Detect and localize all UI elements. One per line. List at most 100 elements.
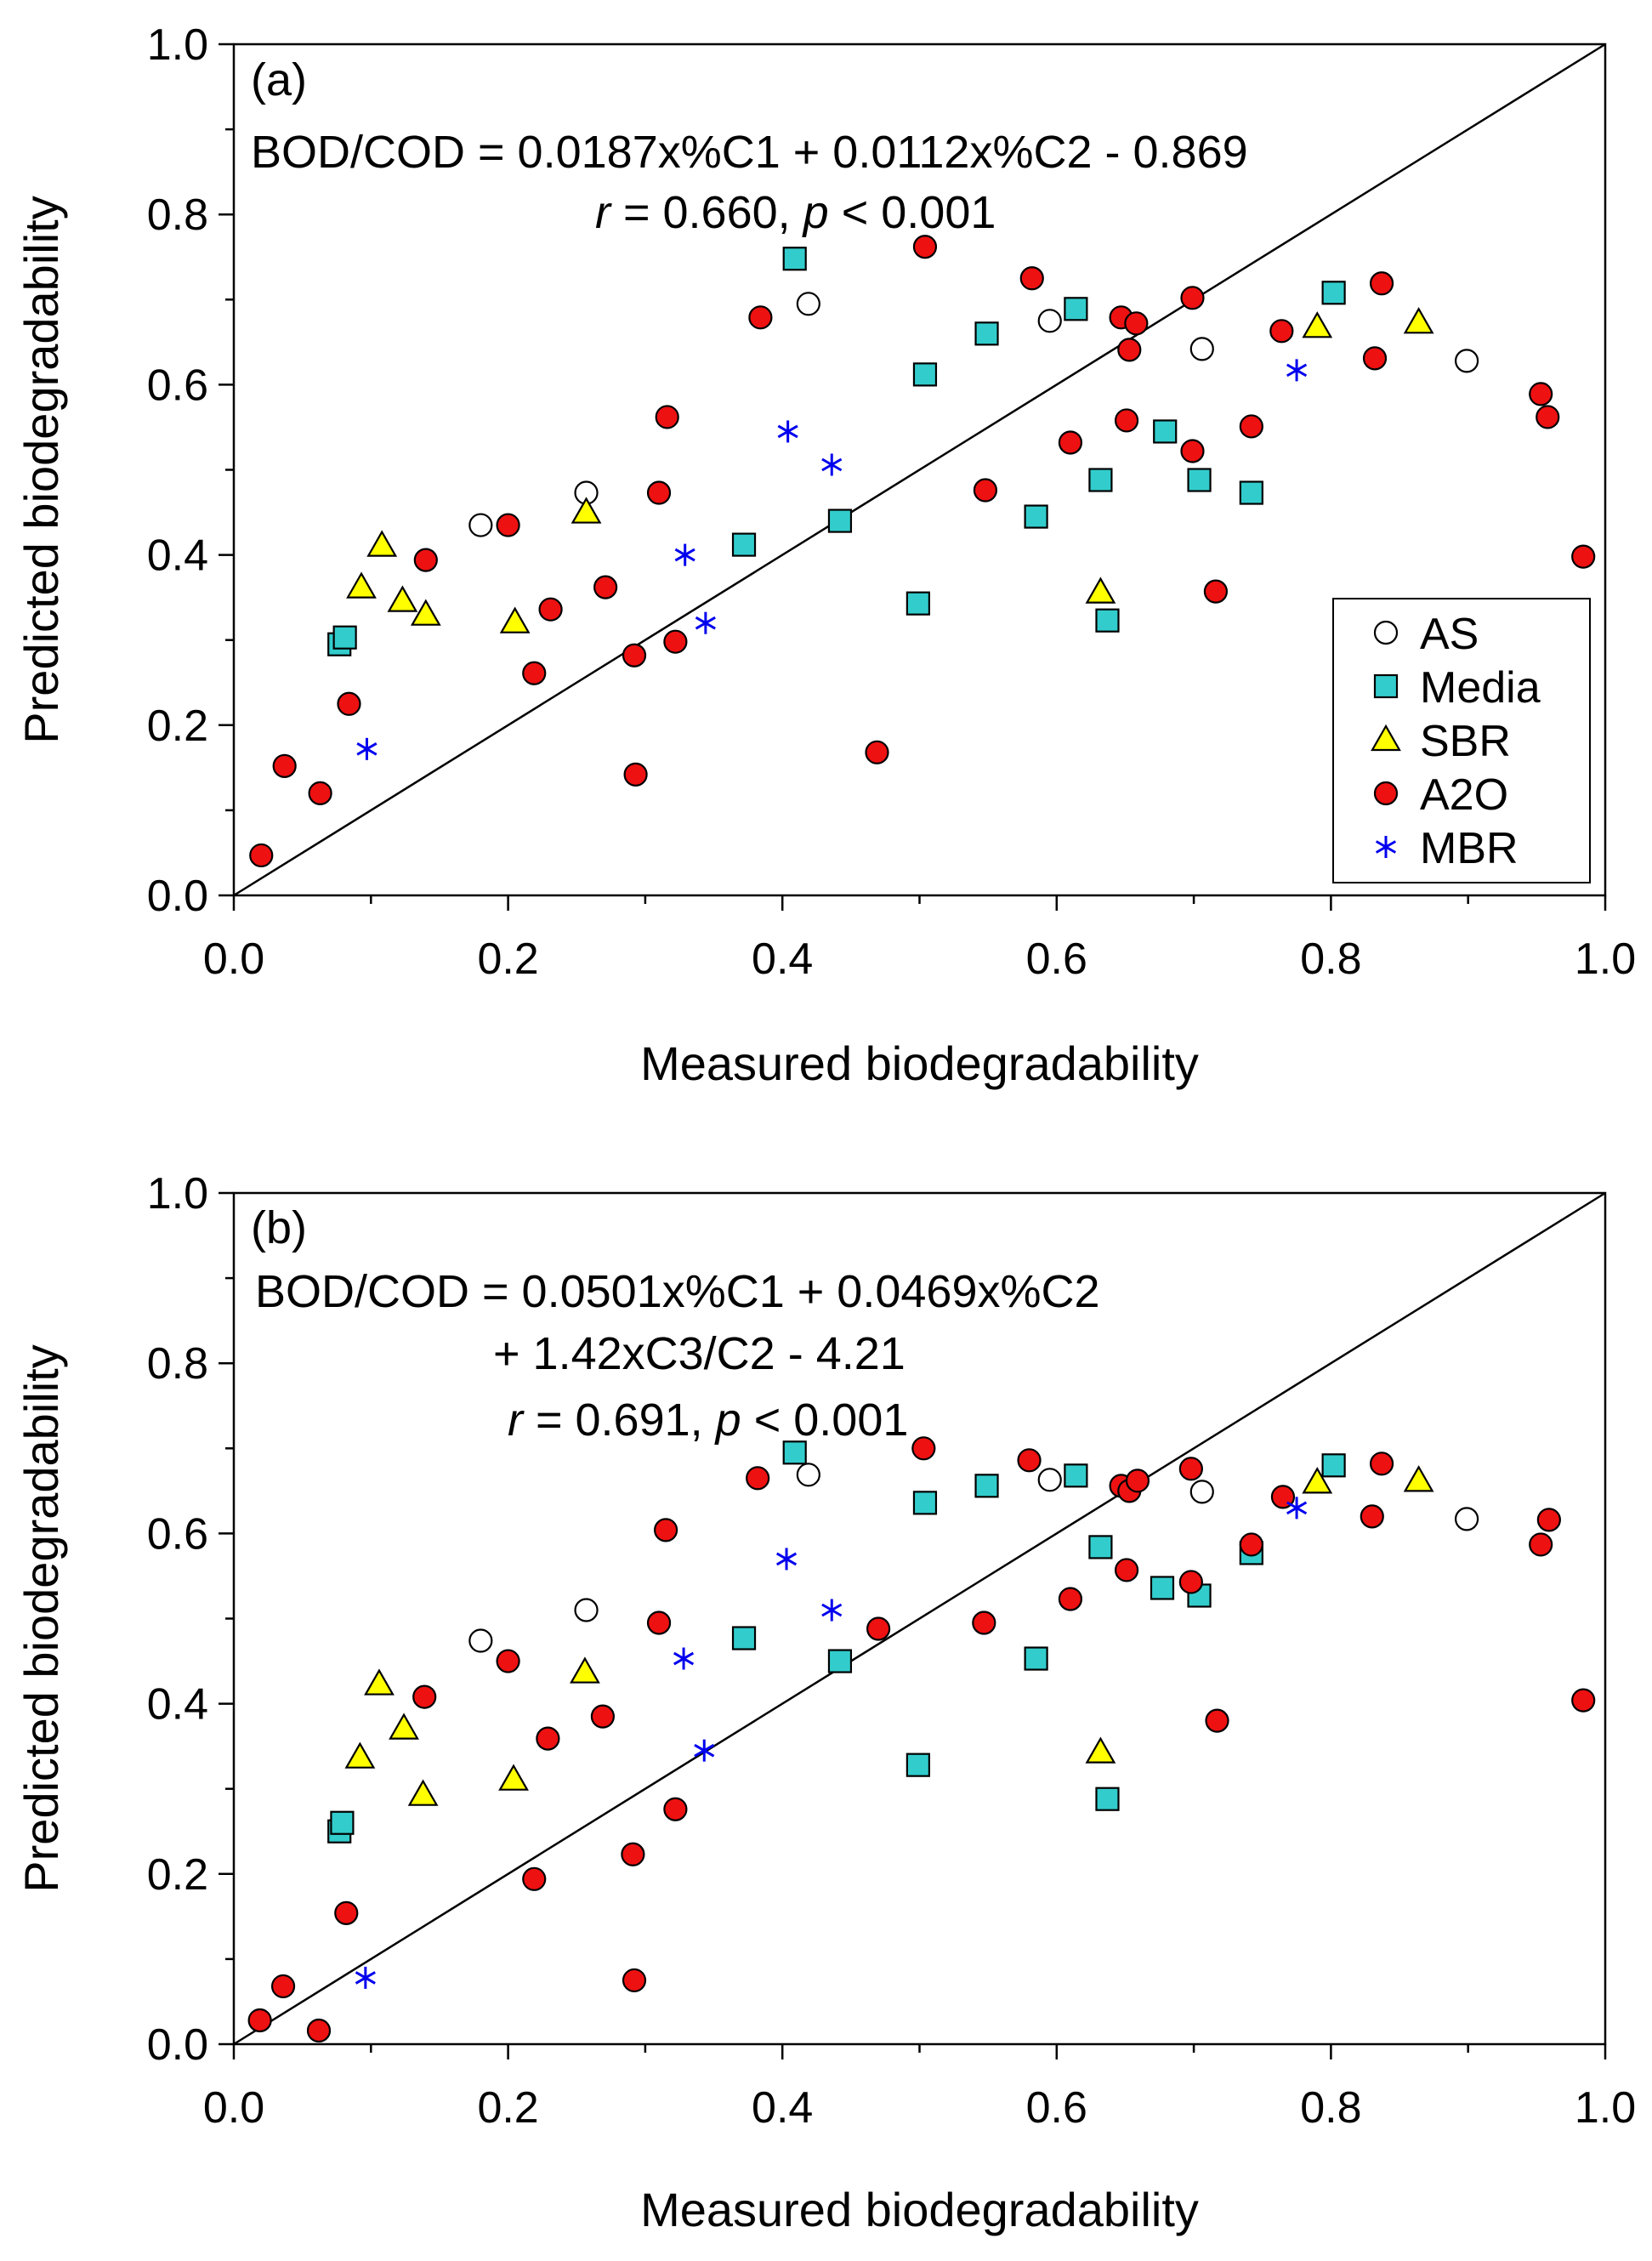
data-point bbox=[1239, 414, 1263, 439]
data-point bbox=[1536, 405, 1560, 429]
stat-value: = 0.660, bbox=[610, 187, 803, 238]
data-point bbox=[694, 1739, 715, 1762]
stat-p: p bbox=[714, 1395, 741, 1446]
y-tick-label: 0.4 bbox=[147, 1680, 208, 1730]
data-point bbox=[1373, 620, 1399, 645]
series-as bbox=[468, 1463, 1479, 1653]
data-point bbox=[1088, 468, 1113, 492]
data-point bbox=[1178, 1570, 1203, 1594]
y-tick-label: 1.0 bbox=[147, 20, 208, 70]
panel-label: (b) bbox=[251, 1202, 307, 1253]
data-point bbox=[1321, 1453, 1346, 1478]
series-media bbox=[327, 247, 1346, 656]
data-point bbox=[905, 591, 930, 616]
data-point bbox=[496, 513, 520, 537]
legend-item: MBR bbox=[1375, 824, 1519, 873]
data-point bbox=[827, 1649, 853, 1673]
legend-label: Media bbox=[1420, 663, 1541, 713]
data-point bbox=[468, 513, 493, 537]
data-point bbox=[1114, 408, 1139, 433]
data-point bbox=[655, 405, 679, 429]
data-point bbox=[330, 1810, 355, 1835]
y-tick-label: 0.0 bbox=[147, 872, 208, 921]
data-point bbox=[522, 661, 547, 685]
data-point bbox=[1064, 297, 1088, 321]
x-axis: 0.0 0.2 0.4 0.6 0.8 1.0 bbox=[203, 895, 1636, 984]
data-point bbox=[1362, 346, 1388, 371]
x-tick-label: 0.4 bbox=[752, 935, 813, 984]
stat-tail: < 0.001 bbox=[829, 187, 996, 238]
y-axis-label: Predicted biodegradability bbox=[14, 1344, 68, 1892]
x-tick-label: 1.0 bbox=[1575, 2083, 1636, 2133]
data-point bbox=[673, 1647, 695, 1670]
series-a2o bbox=[249, 235, 1596, 868]
x-tick-label: 0.6 bbox=[1026, 935, 1087, 984]
stat-p: p bbox=[802, 187, 829, 238]
x-tick-label: 1.0 bbox=[1575, 935, 1636, 984]
data-point bbox=[1178, 1457, 1203, 1481]
data-point bbox=[413, 548, 438, 572]
stat-text: r = 0.660, p < 0.001 bbox=[595, 187, 996, 238]
y-tick-label: 0.8 bbox=[147, 190, 208, 240]
data-point bbox=[653, 1518, 678, 1542]
data-point bbox=[821, 453, 843, 476]
data-point bbox=[1017, 1448, 1042, 1473]
y-tick-label: 0.8 bbox=[147, 1339, 208, 1389]
data-point bbox=[973, 478, 998, 503]
data-point bbox=[796, 292, 820, 316]
data-point bbox=[1024, 1646, 1048, 1671]
data-point bbox=[1269, 319, 1294, 344]
x-tick-label: 0.0 bbox=[203, 2083, 264, 2133]
data-point bbox=[974, 321, 999, 346]
x-axis-label: Measured biodegradability bbox=[640, 1037, 1199, 1090]
data-point bbox=[974, 1474, 999, 1498]
data-point bbox=[1375, 836, 1397, 858]
data-point bbox=[538, 597, 563, 622]
data-point bbox=[646, 1611, 672, 1635]
data-point bbox=[1403, 1465, 1434, 1492]
data-point bbox=[270, 1974, 296, 1999]
data-point bbox=[911, 1436, 936, 1461]
data-point bbox=[827, 508, 853, 533]
data-point bbox=[1037, 309, 1062, 333]
data-point bbox=[308, 781, 332, 805]
y-axis: 0.0 0.2 0.4 0.6 0.8 1.0 bbox=[147, 1169, 234, 2070]
data-point bbox=[1153, 419, 1178, 444]
data-point bbox=[1064, 1463, 1088, 1488]
data-point bbox=[334, 1900, 359, 1925]
stat-tail: < 0.001 bbox=[741, 1395, 909, 1446]
data-point bbox=[866, 1616, 891, 1641]
stat-r: r bbox=[595, 187, 612, 238]
data-point bbox=[366, 530, 398, 557]
data-point bbox=[1095, 608, 1120, 633]
data-point bbox=[1360, 1504, 1384, 1529]
series-a2o bbox=[247, 1436, 1596, 2043]
data-point bbox=[646, 480, 672, 505]
data-point bbox=[344, 1741, 376, 1769]
equation: BOD/COD = 0.0187x%C1 + 0.0112x%C2 - 0.86… bbox=[251, 127, 1248, 178]
data-point bbox=[355, 1966, 376, 1989]
data-point bbox=[1085, 1736, 1116, 1764]
x-tick-label: 0.4 bbox=[752, 2083, 813, 2133]
data-point bbox=[775, 1548, 798, 1571]
series-as bbox=[468, 292, 1479, 537]
legend-label: SBR bbox=[1420, 717, 1511, 766]
data-point bbox=[412, 1684, 437, 1709]
x-tick-label: 0.6 bbox=[1026, 2083, 1087, 2133]
data-point bbox=[1529, 1532, 1553, 1557]
legend-item: A2O bbox=[1373, 770, 1508, 820]
data-point bbox=[663, 1797, 688, 1821]
data-point bbox=[695, 611, 716, 634]
data-point bbox=[364, 1668, 395, 1696]
panel-label: (a) bbox=[251, 54, 307, 105]
data-point bbox=[1058, 430, 1083, 455]
x-tick-label: 0.2 bbox=[477, 2083, 538, 2133]
legend-label: A2O bbox=[1420, 770, 1508, 820]
data-point bbox=[1085, 577, 1116, 604]
stat-value: = 0.691, bbox=[523, 1395, 716, 1446]
data-point bbox=[1454, 1507, 1479, 1531]
y-tick-label: 0.0 bbox=[147, 2020, 208, 2070]
data-point bbox=[623, 762, 648, 787]
panel-a: 0.0 0.2 0.4 0.6 0.8 1.0 0.0 0.2 0.4 0.6 0.8 1.0 Meas… bbox=[14, 20, 1636, 1090]
